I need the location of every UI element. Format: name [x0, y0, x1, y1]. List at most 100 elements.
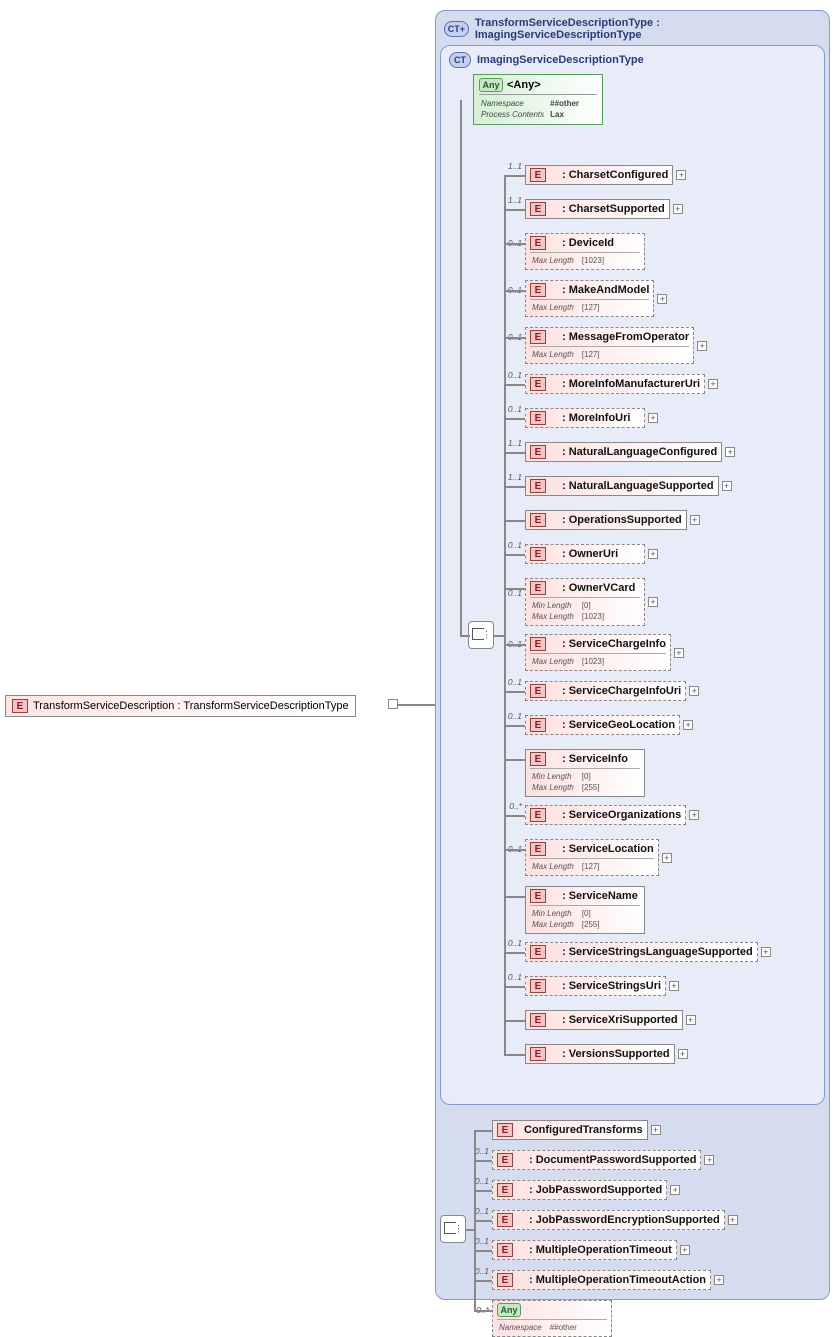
expand-icon[interactable]: +: [680, 1245, 690, 1255]
expand-icon[interactable]: +: [683, 720, 693, 730]
element-badge-icon: E: [530, 637, 546, 651]
element-badge-icon: E: [530, 479, 546, 493]
ref-element-box[interactable]: E : MessageFromOperator Max Length[127]: [525, 327, 694, 364]
ref-element-box[interactable]: E : MultipleOperationTimeoutAction: [492, 1270, 711, 1290]
cardinality-label: 0..1: [475, 1176, 492, 1186]
expand-icon[interactable]: +: [761, 947, 771, 957]
root-element-box[interactable]: E TransformServiceDescription : Transfor…: [5, 695, 356, 717]
ref-element-box[interactable]: E : MultipleOperationTimeout: [492, 1240, 677, 1260]
expand-icon[interactable]: +: [689, 810, 699, 820]
ref-element-box[interactable]: E : OwnerUri: [525, 544, 645, 564]
ref-element-box[interactable]: E : NaturalLanguageConfigured: [525, 442, 722, 462]
ref-element-box[interactable]: E : MakeAndModel Max Length[127]: [525, 280, 654, 317]
element-badge-icon: E: [497, 1213, 513, 1227]
expand-icon[interactable]: +: [704, 1155, 714, 1165]
connector: [474, 1190, 492, 1192]
ref-name: : JobPasswordEncryptionSupported: [523, 1214, 720, 1226]
connector: [504, 243, 525, 245]
connector: [504, 815, 525, 817]
expand-icon[interactable]: +: [673, 204, 683, 214]
expand-icon[interactable]: +: [690, 515, 700, 525]
sequence-compositor-inner[interactable]: ⋮: [468, 621, 494, 649]
element-badge-icon: E: [497, 1183, 513, 1197]
expand-icon[interactable]: +: [686, 1015, 696, 1025]
ref-element-box[interactable]: E : JobPasswordEncryptionSupported: [492, 1210, 725, 1230]
any-label: <Any>: [507, 79, 541, 91]
ref-element-box[interactable]: E : ServiceOrganizations: [525, 805, 686, 825]
expand-icon[interactable]: +: [708, 379, 718, 389]
expand-icon[interactable]: +: [689, 686, 699, 696]
ref-element-box[interactable]: E : ServiceName Min Length[0]Max Length[…: [525, 886, 645, 934]
element-badge-icon: E: [530, 168, 546, 182]
cardinality-label: 0..1: [508, 540, 525, 550]
ct-badge-icon: CT+: [444, 21, 469, 37]
connector: [504, 725, 525, 727]
root-expand-icon[interactable]: [388, 699, 398, 709]
expand-icon[interactable]: +: [662, 853, 672, 863]
ref-element-box[interactable]: E : DeviceId Max Length[1023]: [525, 233, 645, 270]
ref-name: : ServiceOrganizations: [556, 809, 681, 821]
element-badge-icon: E: [497, 1123, 513, 1137]
any-wildcard-box[interactable]: Any Namespace##other: [492, 1300, 612, 1337]
ref-element-box[interactable]: E : ServiceStringsLanguageSupported: [525, 942, 758, 962]
expand-icon[interactable]: +: [657, 294, 667, 304]
connector: [474, 1220, 492, 1222]
connector: [504, 486, 525, 488]
expand-icon[interactable]: +: [697, 341, 707, 351]
element-badge-icon: E: [497, 1153, 513, 1167]
ref-name: : NaturalLanguageConfigured: [556, 446, 717, 458]
expand-icon[interactable]: +: [669, 981, 679, 991]
expand-icon[interactable]: +: [722, 481, 732, 491]
any-badge-icon: Any: [479, 78, 503, 92]
ref-name: : CharsetSupported: [556, 203, 665, 215]
cardinality-label: 0..1: [508, 938, 525, 948]
expand-icon[interactable]: +: [674, 648, 684, 658]
connector: [504, 759, 525, 761]
ref-element-box[interactable]: E : VersionsSupported: [525, 1044, 675, 1064]
expand-icon[interactable]: +: [728, 1215, 738, 1225]
expand-icon[interactable]: +: [648, 549, 658, 559]
connector: [466, 1229, 474, 1231]
ref-element-box[interactable]: E : OwnerVCard Min Length[0]Max Length[1…: [525, 578, 645, 626]
ref-element-box[interactable]: E : DocumentPasswordSupported: [492, 1150, 701, 1170]
connector: [460, 100, 462, 635]
element-badge-icon: E: [530, 684, 546, 698]
ref-element-box[interactable]: E : OperationsSupported: [525, 510, 687, 530]
expand-icon[interactable]: +: [678, 1049, 688, 1059]
ref-name: ConfiguredTransforms: [518, 1124, 643, 1136]
ref-element-box[interactable]: E : ServiceLocation Max Length[127]: [525, 839, 659, 876]
ref-element-box[interactable]: E : ServiceInfo Min Length[0]Max Length[…: [525, 749, 645, 797]
cardinality-label: 0..1: [508, 404, 525, 414]
ref-name: : ServiceGeoLocation: [556, 719, 675, 731]
connector: [460, 635, 470, 637]
ref-name: : MoreInfoManufacturerUri: [556, 378, 700, 390]
expand-icon[interactable]: +: [648, 413, 658, 423]
ref-element-box[interactable]: E : MoreInfoManufacturerUri: [525, 374, 705, 394]
expand-icon[interactable]: +: [725, 447, 735, 457]
cardinality-label: 0..*: [509, 801, 525, 811]
connector: [504, 1020, 525, 1022]
ref-element-box[interactable]: E : MoreInfoUri: [525, 408, 645, 428]
element-badge-icon: E: [530, 445, 546, 459]
ref-element-box[interactable]: E : NaturalLanguageSupported: [525, 476, 719, 496]
ref-element-box[interactable]: E : ServiceGeoLocation: [525, 715, 680, 735]
cardinality-label: 1..1: [508, 472, 525, 482]
ref-element-box[interactable]: E : ServiceChargeInfo Max Length[1023]: [525, 634, 671, 671]
expand-icon[interactable]: +: [651, 1125, 661, 1135]
ref-element-box[interactable]: E : ServiceXriSupported: [525, 1010, 683, 1030]
ref-element-box[interactable]: E : JobPasswordSupported: [492, 1180, 667, 1200]
ref-element-box[interactable]: E : CharsetConfigured: [525, 165, 673, 185]
expand-icon[interactable]: +: [648, 597, 658, 607]
cardinality-label: 1..1: [508, 195, 525, 205]
ref-name: : MultipleOperationTimeout: [523, 1244, 672, 1256]
any-wildcard-box[interactable]: Any <Any> Namespace##otherProcess Conten…: [473, 74, 603, 125]
element-box[interactable]: E ConfiguredTransforms: [492, 1120, 648, 1140]
connector: [504, 952, 525, 954]
sequence-compositor-outer[interactable]: ⋮: [440, 1215, 466, 1243]
expand-icon[interactable]: +: [670, 1185, 680, 1195]
ref-element-box[interactable]: E : ServiceChargeInfoUri: [525, 681, 686, 701]
ref-element-box[interactable]: E : ServiceStringsUri: [525, 976, 666, 996]
ref-element-box[interactable]: E : CharsetSupported: [525, 199, 670, 219]
expand-icon[interactable]: +: [676, 170, 686, 180]
expand-icon[interactable]: +: [714, 1275, 724, 1285]
